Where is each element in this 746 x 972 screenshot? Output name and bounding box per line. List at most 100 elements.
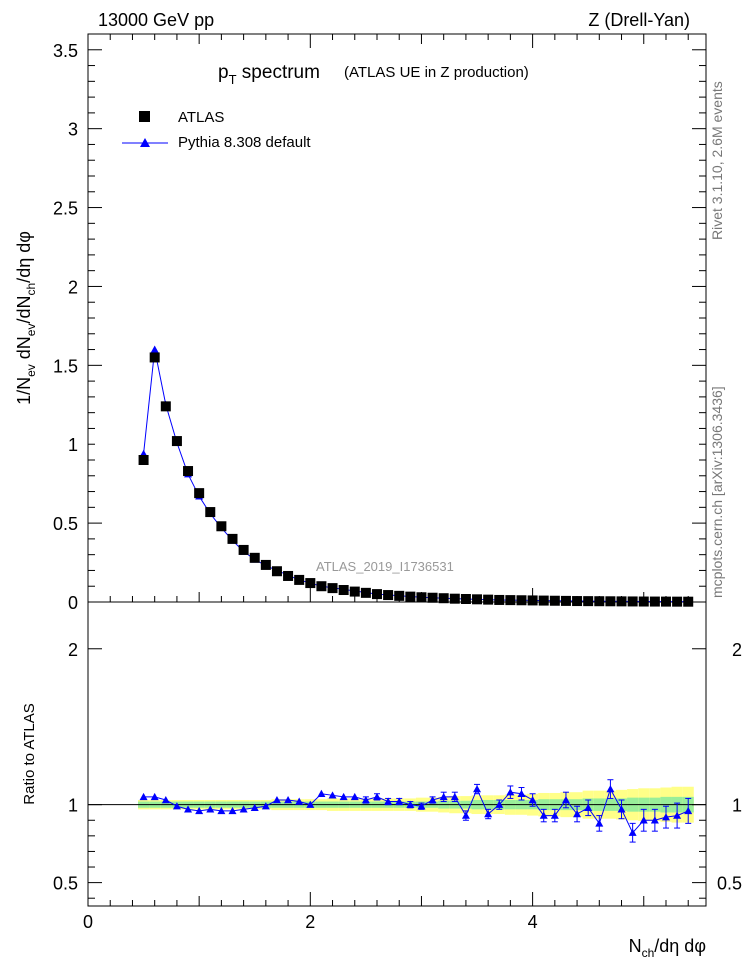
ratio-point [161, 795, 170, 804]
pythia-point [150, 345, 159, 353]
ratio-point [684, 806, 693, 815]
ratio-point [495, 800, 504, 808]
atlas-point [627, 596, 638, 607]
ratio-series [139, 779, 693, 843]
ratio-point [406, 800, 415, 808]
title-p: p [218, 62, 229, 83]
atlas-point [149, 352, 160, 363]
atlas-point [294, 574, 305, 585]
y-tick-label-top: 0.5 [53, 514, 78, 534]
ratio-point [261, 802, 270, 810]
atlas-point [616, 596, 627, 607]
tick-labels: 0 2 400.511.522.533.50.5 0.51 12 2 [53, 41, 742, 932]
legend-mc-marker [140, 138, 150, 147]
header-left: 13000 GeV pp [98, 10, 214, 30]
ratio-point [206, 805, 215, 813]
legend-data-label: ATLAS [178, 109, 224, 126]
atlas-point [183, 466, 194, 477]
x-tick-label: 4 [528, 912, 538, 932]
ratio-point [528, 795, 537, 804]
ratio-point [584, 803, 593, 811]
atlas-point [138, 455, 149, 465]
atlas-point [605, 596, 616, 607]
atlas-point [505, 595, 516, 606]
x-tick-label: 2 [305, 912, 315, 932]
ratio-point [328, 791, 337, 799]
ratio-point [217, 806, 226, 815]
ratio-point [172, 802, 181, 810]
y-tick-label-top: 1 [68, 435, 78, 455]
atlas-point [338, 585, 349, 596]
atlas-point [472, 594, 483, 605]
atlas-point [283, 570, 294, 581]
y-tick-label-ratio: 0.5 [53, 874, 78, 894]
atlas-point [227, 533, 238, 544]
atlas-point [360, 587, 371, 598]
atlas-point [327, 583, 338, 594]
legend-mc-label: Pythia 8.308 default [178, 134, 311, 151]
header-right: Z (Drell-Yan) [588, 10, 690, 30]
ratio-point [417, 802, 426, 810]
atlas-point [549, 595, 560, 606]
ratio-point [150, 792, 159, 801]
atlas-point [483, 594, 494, 605]
ratio-point [284, 795, 293, 804]
x-tick-label: 0 [83, 912, 93, 932]
ratio-point [372, 792, 381, 801]
y-tick-label-ratio-right: 0.5 [717, 874, 742, 894]
atlas-point [238, 544, 249, 555]
atlas-point [194, 488, 205, 499]
atlas-point [683, 596, 694, 607]
ratio-point [272, 795, 281, 804]
x-axis-label: Nch/dη dφ [629, 936, 706, 960]
ratio-point [450, 792, 459, 801]
atlas-point [216, 521, 227, 532]
ratio-point [650, 816, 659, 824]
y-axis-label-top: 1/Nev dNev/dNch/dη dφ [14, 231, 38, 405]
atlas-point [349, 586, 360, 597]
atlas-point [394, 590, 405, 601]
ratio-panel-frame [87, 601, 707, 907]
atlas-point [527, 595, 538, 606]
ratio-point [484, 810, 493, 818]
atlas-point [427, 592, 438, 603]
atlas-point [260, 559, 271, 570]
ratio-point [673, 811, 682, 819]
y-axis-label-ratio: Ratio to ATLAS [21, 703, 38, 804]
y-tick-label-ratio-right: 1 [732, 796, 742, 816]
atlas-point [371, 589, 382, 600]
ratio-point [639, 816, 648, 824]
axis-ticks [87, 33, 706, 906]
y-tick-label-ratio: 2 [68, 640, 78, 660]
ratio-point [561, 795, 570, 804]
legend-data-marker [139, 111, 150, 122]
ratio-point [195, 806, 204, 815]
atlas-point [538, 595, 549, 606]
ratio-point [595, 819, 604, 827]
ratio-point [295, 797, 304, 805]
mcplots-label: mcplots.cern.ch [arXiv:1306.3436] [709, 386, 725, 598]
ratio-point [250, 803, 259, 811]
ratio-point [539, 811, 548, 819]
y-tick-label-ratio-right: 2 [732, 640, 742, 660]
atlas-point [271, 566, 282, 577]
ratio-point [228, 806, 237, 815]
ratio-point [317, 789, 326, 797]
atlas-point [516, 595, 527, 606]
atlas-point [416, 592, 427, 603]
ratio-point [628, 828, 637, 836]
data-series [138, 352, 694, 607]
plot-title: pT spectrum [218, 62, 320, 87]
atlas-point [305, 578, 316, 589]
y-tick-label-top: 0 [68, 593, 78, 613]
y-tick-label-top: 2.5 [53, 199, 78, 219]
ratio-point [239, 805, 248, 813]
atlas-point [572, 596, 583, 607]
atlas-point [560, 595, 571, 606]
ratio-point [384, 797, 393, 805]
ratio-point [573, 810, 582, 818]
ratio-point [550, 811, 559, 819]
ratio-point [506, 788, 515, 796]
atlas-point [672, 596, 683, 607]
